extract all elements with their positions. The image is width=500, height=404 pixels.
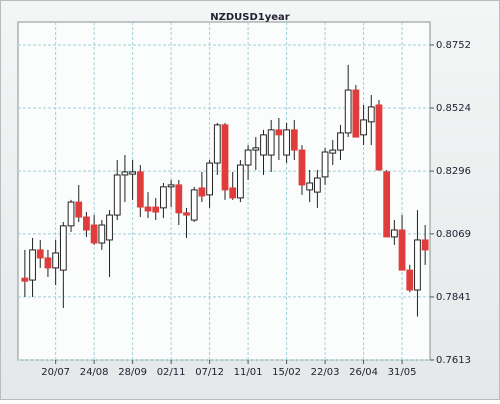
- x-tick-label: 02/11: [157, 367, 186, 378]
- candle-body: [275, 129, 283, 136]
- candle-body: [398, 229, 406, 271]
- candle-body: [190, 189, 198, 221]
- y-tick-label: 0.8296: [436, 166, 471, 177]
- candle-body: [36, 249, 44, 259]
- y-tick-label: 0.8069: [436, 229, 471, 240]
- plot-area: [17, 21, 431, 361]
- candle-body: [98, 224, 106, 244]
- chart-title: NZDUSD1year: [210, 12, 290, 23]
- candle-body: [252, 147, 260, 151]
- candle-body: [352, 89, 360, 138]
- candle-body: [21, 277, 29, 282]
- candle-body: [383, 171, 391, 238]
- candle-body: [113, 174, 121, 216]
- x-tick-label: 20/07: [41, 367, 70, 378]
- y-tick-label: 0.8524: [436, 103, 471, 114]
- candle-body: [106, 214, 113, 241]
- x-tick-label: 11/01: [234, 367, 263, 378]
- candle-body: [152, 206, 160, 213]
- candle-body: [313, 177, 321, 193]
- candle-body: [306, 182, 314, 191]
- candle-body: [29, 249, 36, 281]
- candle-body: [221, 124, 229, 191]
- candle-body: [367, 106, 375, 123]
- candle-body: [129, 171, 137, 175]
- candle-body: [237, 164, 244, 199]
- candle-body: [337, 132, 344, 151]
- candle-body: [175, 184, 183, 214]
- candle-body: [121, 171, 129, 176]
- candle-body: [44, 257, 52, 269]
- candle-body: [298, 149, 306, 186]
- y-tick-label: 0.7613: [436, 355, 471, 366]
- y-tick-label: 0.8752: [436, 40, 471, 51]
- candle-body: [167, 184, 175, 188]
- candle-body: [229, 187, 237, 199]
- candle-body: [144, 206, 152, 212]
- candle-body: [75, 201, 83, 218]
- candle-body: [375, 104, 383, 171]
- candle-body: [290, 129, 298, 151]
- candle-body: [390, 229, 398, 238]
- candle-body: [183, 212, 190, 216]
- candle-body: [67, 201, 75, 227]
- x-tick-label: 31/05: [388, 367, 417, 378]
- x-tick-label: 28/09: [118, 367, 147, 378]
- x-tick-label: 22/03: [311, 367, 340, 378]
- x-tick-label: 24/08: [80, 367, 109, 378]
- candle-body: [206, 162, 213, 196]
- candle-body: [83, 216, 90, 231]
- candle-body: [406, 269, 414, 291]
- candle-body: [198, 187, 206, 197]
- candle-body: [160, 186, 167, 209]
- candle-body: [59, 225, 67, 271]
- candle-body: [244, 149, 252, 166]
- candle-body: [414, 239, 421, 291]
- candle-body: [52, 252, 60, 269]
- x-tick-label: 26/04: [349, 367, 378, 378]
- candle-body: [267, 129, 275, 156]
- candle-body: [283, 129, 290, 156]
- candle-body: [321, 151, 329, 178]
- candle-body: [136, 171, 144, 208]
- candle-body: [329, 149, 337, 154]
- candle-body: [260, 134, 267, 156]
- candle-body: [421, 239, 429, 251]
- candle-body: [344, 89, 352, 134]
- y-tick-label: 0.7841: [436, 292, 471, 303]
- x-tick-label: 07/12: [195, 367, 224, 378]
- candle-body: [90, 224, 98, 244]
- candle-body: [213, 124, 221, 164]
- x-tick-label: 15/02: [272, 367, 301, 378]
- candle-body: [360, 119, 367, 136]
